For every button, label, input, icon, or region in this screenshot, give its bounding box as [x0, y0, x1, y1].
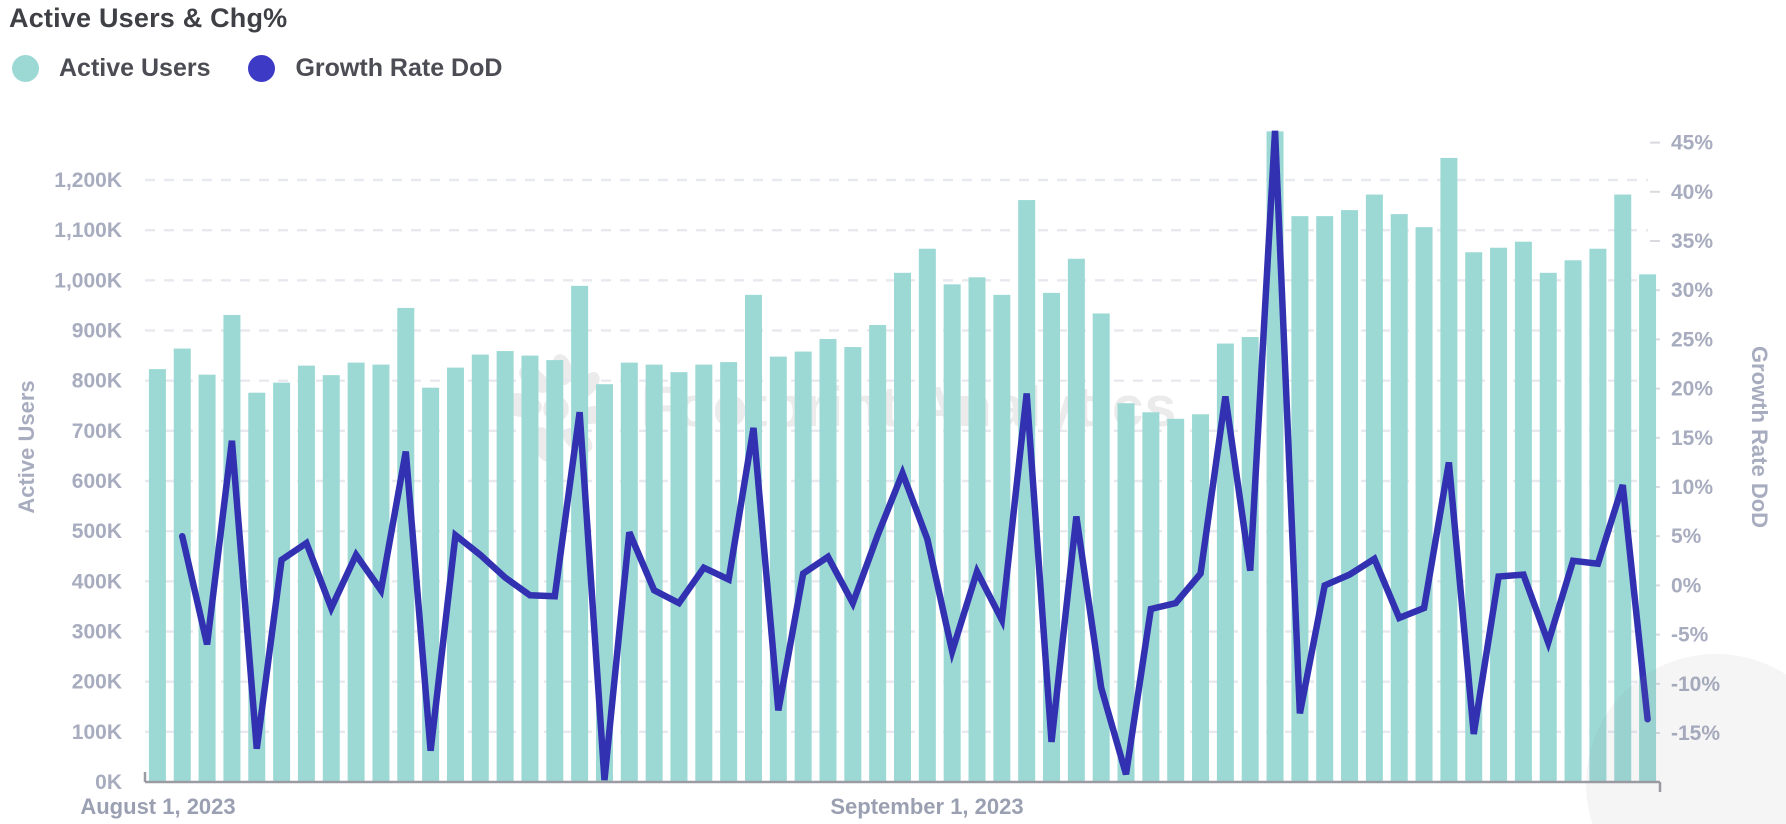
left-axis-tick: 300K: [72, 620, 122, 643]
bar-2023-08-01: [148, 369, 166, 782]
bar-2023-09-19: [1365, 194, 1383, 782]
bar-2023-08-11: [397, 307, 415, 782]
bar-2023-08-08: [322, 375, 340, 782]
left-axis-tick: 1,000K: [54, 269, 122, 292]
left-axis-tick: 200K: [72, 671, 122, 694]
right-axis-tick: 5%: [1671, 525, 1702, 548]
bar-2023-09-28: [1589, 248, 1607, 783]
left-axis-tick: 500K: [72, 520, 122, 543]
right-axis-tick: -5%: [1671, 624, 1709, 647]
bar-2023-09-03: [968, 277, 986, 782]
bar-2023-08-03: [198, 374, 216, 782]
bar-2023-09-25: [1514, 241, 1532, 782]
bar-2023-09-05: [1018, 200, 1036, 782]
bar-2023-08-13: [446, 367, 464, 782]
x-axis-label-august: August 1, 2023: [80, 794, 236, 819]
bar-2023-08-16: [521, 355, 539, 782]
bar-2023-09-26: [1539, 272, 1557, 782]
left-axis-tick: 1,100K: [54, 219, 122, 242]
bar-2023-08-09: [347, 362, 365, 782]
left-axis-tick: 900K: [72, 319, 122, 342]
right-axis-tick: -15%: [1671, 722, 1720, 745]
bar-2023-08-22: [670, 372, 688, 782]
legend-swatch-growth-rate-icon: [248, 55, 276, 82]
right-axis-tick: 35%: [1671, 230, 1713, 253]
bar-2023-09-27: [1564, 260, 1582, 782]
bar-2023-08-15: [496, 351, 514, 782]
left-axis-tick: 600K: [72, 470, 122, 493]
bar-2023-09-09: [1117, 403, 1135, 782]
legend-label-growth-rate: Growth Rate DoD: [295, 54, 503, 82]
bar-2023-09-13: [1216, 343, 1234, 782]
bar-2023-08-14: [471, 354, 489, 782]
left-axis-tick: 400K: [72, 570, 122, 593]
bar-2023-09-01: [918, 248, 936, 783]
bar-2023-08-30: [869, 324, 887, 782]
left-axis-title: Active Users: [14, 380, 39, 514]
legend: Active Users Growth Rate DoD: [12, 54, 502, 83]
bar-2023-09-02: [943, 284, 961, 782]
bar-2023-08-25: [744, 294, 762, 782]
bar-2023-08-07: [297, 365, 315, 782]
bar-2023-08-18: [571, 285, 589, 782]
legend-swatch-active-users-icon: [12, 55, 39, 82]
right-axis-tick: 30%: [1671, 279, 1713, 302]
bar-2023-09-18: [1341, 210, 1359, 783]
bar-2023-08-17: [546, 360, 564, 782]
right-axis-tick: 0%: [1671, 574, 1702, 597]
bar-2023-08-26: [769, 356, 787, 782]
bar-2023-09-04: [993, 294, 1011, 782]
bar-2023-08-29: [844, 347, 862, 782]
bar-2023-08-21: [645, 364, 663, 782]
right-axis-tick: 40%: [1671, 181, 1713, 204]
bar-2023-08-20: [620, 362, 638, 782]
growth-rate-line: [179, 130, 1651, 781]
bar-2023-08-31: [894, 272, 911, 782]
left-axis-tick: 700K: [72, 420, 122, 443]
left-axis-tick: 800K: [72, 370, 122, 393]
legend-item-growth-rate[interactable]: Growth Rate DoD: [248, 54, 502, 83]
right-axis-tick: 45%: [1671, 132, 1713, 155]
right-axis-tick: 15%: [1671, 427, 1713, 450]
left-axis-tick: 0K: [95, 771, 122, 794]
right-axis-tick: 10%: [1671, 476, 1713, 499]
bar-2023-09-20: [1390, 214, 1408, 782]
x-axis-label-september: September 1, 2023: [830, 794, 1024, 819]
right-axis-tick: 20%: [1671, 378, 1713, 401]
chart-title: Active Users & Chg%: [9, 3, 288, 33]
bar-2023-09-10: [1142, 412, 1160, 782]
bar-2023-09-21: [1415, 227, 1433, 782]
right-axis-tick: -10%: [1671, 673, 1720, 696]
bar-2023-09-23: [1465, 252, 1483, 783]
bar-2023-08-27: [794, 351, 812, 782]
bar-2023-09-24: [1490, 247, 1508, 783]
right-axis-tick: 25%: [1671, 328, 1713, 351]
right-axis-title: Growth Rate DoD: [1747, 345, 1772, 529]
bar-2023-08-04: [223, 314, 241, 782]
left-axis-tick: 100K: [72, 721, 122, 744]
bar-2023-08-02: [173, 348, 191, 782]
legend-label-active-users: Active Users: [59, 54, 211, 82]
legend-item-active-users[interactable]: Active Users: [12, 54, 210, 83]
left-axis-tick: 1,200K: [54, 169, 122, 192]
bar-2023-09-12: [1192, 414, 1210, 782]
bar-2023-09-17: [1316, 216, 1334, 782]
